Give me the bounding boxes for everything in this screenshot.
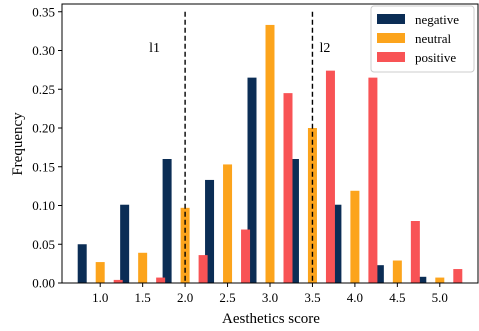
bar-negative-2.0 bbox=[162, 159, 172, 283]
bar-neutral-2.5 bbox=[223, 164, 233, 283]
x-tick-label: 2.0 bbox=[177, 290, 193, 305]
x-tick-label: 1.0 bbox=[92, 290, 108, 305]
bar-negative-4.0 bbox=[332, 204, 342, 283]
reference-label-l2: l2 bbox=[319, 41, 330, 56]
x-tick-label: 5.0 bbox=[432, 290, 448, 305]
bar-neutral-3.0 bbox=[265, 24, 275, 284]
bar-negative-2.5 bbox=[205, 179, 215, 283]
bar-positive-3.0 bbox=[283, 93, 293, 284]
bar-neutral-5.0 bbox=[435, 277, 445, 283]
bar-neutral-4.0 bbox=[350, 190, 360, 283]
y-axis-label: Frequency bbox=[10, 112, 26, 176]
legend: negative neutral positive bbox=[370, 5, 475, 73]
legend-swatch-negative bbox=[377, 14, 405, 24]
bar-positive-4.5 bbox=[410, 221, 420, 283]
y-tick-label: 0.30 bbox=[32, 43, 55, 58]
y-tick-label: 0.35 bbox=[32, 4, 55, 19]
bar-positive-2.5 bbox=[241, 229, 251, 283]
x-tick-label: 4.5 bbox=[389, 290, 405, 305]
bar-neutral-1.5 bbox=[138, 252, 148, 283]
axes: 0.00 0.05 0.10 0.15 0.20 0.25 0.30 0.35 1.0 1.5 2.… bbox=[32, 3, 479, 305]
y-tick-label: 0.15 bbox=[32, 159, 55, 174]
bar-positive-5.0 bbox=[453, 269, 463, 283]
x-tick-label: 4.0 bbox=[347, 290, 363, 305]
y-tick-label: 0.00 bbox=[32, 276, 55, 291]
bar-neutral-1.0 bbox=[95, 262, 105, 283]
bar-positive-3.5 bbox=[325, 70, 335, 284]
x-tick-label: 3.5 bbox=[304, 290, 320, 305]
y-tick-label: 0.05 bbox=[32, 237, 55, 252]
bar-negative-5.0 bbox=[417, 276, 427, 283]
y-tick-label: 0.25 bbox=[32, 82, 55, 97]
reference-label-l1: l1 bbox=[149, 41, 160, 56]
y-tick-label: 0.10 bbox=[32, 198, 55, 213]
bar-positive-2.0 bbox=[198, 255, 208, 283]
bar-negative-1.5 bbox=[120, 204, 130, 283]
x-tick-label: 3.0 bbox=[262, 290, 278, 305]
legend-swatch-positive bbox=[377, 52, 405, 62]
legend-label-neutral: neutral bbox=[415, 31, 451, 46]
bar-negative-3.5 bbox=[289, 159, 299, 283]
bars-group bbox=[77, 24, 463, 284]
x-tick-label: 1.5 bbox=[135, 290, 151, 305]
bar-positive-1.0 bbox=[113, 279, 123, 283]
x-tick-label: 2.5 bbox=[219, 290, 235, 305]
legend-swatch-neutral bbox=[377, 33, 405, 43]
bar-negative-1.0 bbox=[77, 244, 87, 283]
legend-label-negative: negative bbox=[415, 12, 459, 27]
y-tick-label: 0.20 bbox=[32, 121, 55, 136]
bar-positive-1.5 bbox=[156, 277, 166, 283]
bar-neutral-4.5 bbox=[392, 260, 402, 283]
bar-negative-3.0 bbox=[247, 77, 257, 284]
bar-positive-4.0 bbox=[368, 77, 378, 284]
bar-negative-4.5 bbox=[374, 265, 384, 283]
legend-label-positive: positive bbox=[415, 50, 456, 65]
x-axis-label: Aesthetics score bbox=[222, 311, 320, 327]
reference-lines: l1 l2 bbox=[149, 11, 330, 283]
